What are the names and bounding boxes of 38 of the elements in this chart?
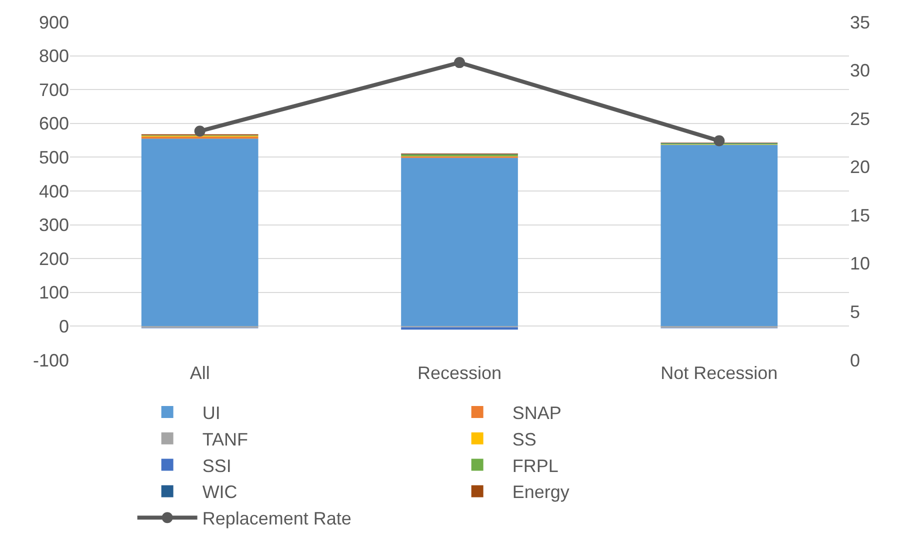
point bbox=[714, 135, 725, 146]
y2-tick-label: 0 bbox=[850, 350, 860, 370]
legend-label: FRPL bbox=[512, 456, 558, 476]
bar bbox=[401, 158, 518, 326]
y-tick-label: 600 bbox=[38, 114, 69, 134]
legend-label: TANF bbox=[202, 429, 248, 450]
y2-tick-label: 35 bbox=[850, 12, 870, 32]
point bbox=[194, 126, 206, 137]
y-tick-label: 700 bbox=[38, 80, 69, 100]
y2-tick-label: 30 bbox=[850, 60, 870, 81]
bar bbox=[141, 138, 258, 326]
y-tick-label: 300 bbox=[38, 215, 69, 236]
legend-label: WIC bbox=[202, 482, 238, 502]
y-tick-label: 0 bbox=[58, 316, 69, 336]
legend-label: UI bbox=[202, 403, 220, 424]
y2-tick-label: 25 bbox=[850, 108, 870, 129]
legend-label: SS bbox=[512, 429, 536, 450]
legend-label: Energy bbox=[512, 482, 570, 502]
y2-tick-label: 5 bbox=[850, 302, 860, 322]
y-tick-label: -100 bbox=[32, 350, 69, 370]
y2-tick-label: 10 bbox=[850, 254, 870, 274]
x-tick-label: All bbox=[190, 363, 210, 383]
y-tick-label: 400 bbox=[38, 181, 69, 202]
bar bbox=[660, 144, 778, 326]
y2-tick-label: 20 bbox=[850, 157, 870, 178]
legend-label: SNAP bbox=[512, 403, 562, 424]
point bbox=[454, 57, 465, 68]
y2-tick-label: 15 bbox=[850, 205, 870, 226]
y-tick-label: 800 bbox=[38, 46, 69, 66]
y-tick-label: 500 bbox=[38, 148, 69, 168]
legend-label: Replacement Rate bbox=[202, 508, 352, 529]
bar bbox=[401, 327, 518, 330]
y-tick-label: 100 bbox=[38, 282, 69, 303]
y-tick-label: 200 bbox=[38, 248, 69, 269]
x-tick-label: Recession bbox=[417, 363, 502, 383]
legend-label: SSI bbox=[202, 456, 232, 476]
x-tick-label: Not Recession bbox=[660, 363, 778, 383]
y-tick-label: 900 bbox=[38, 12, 69, 32]
